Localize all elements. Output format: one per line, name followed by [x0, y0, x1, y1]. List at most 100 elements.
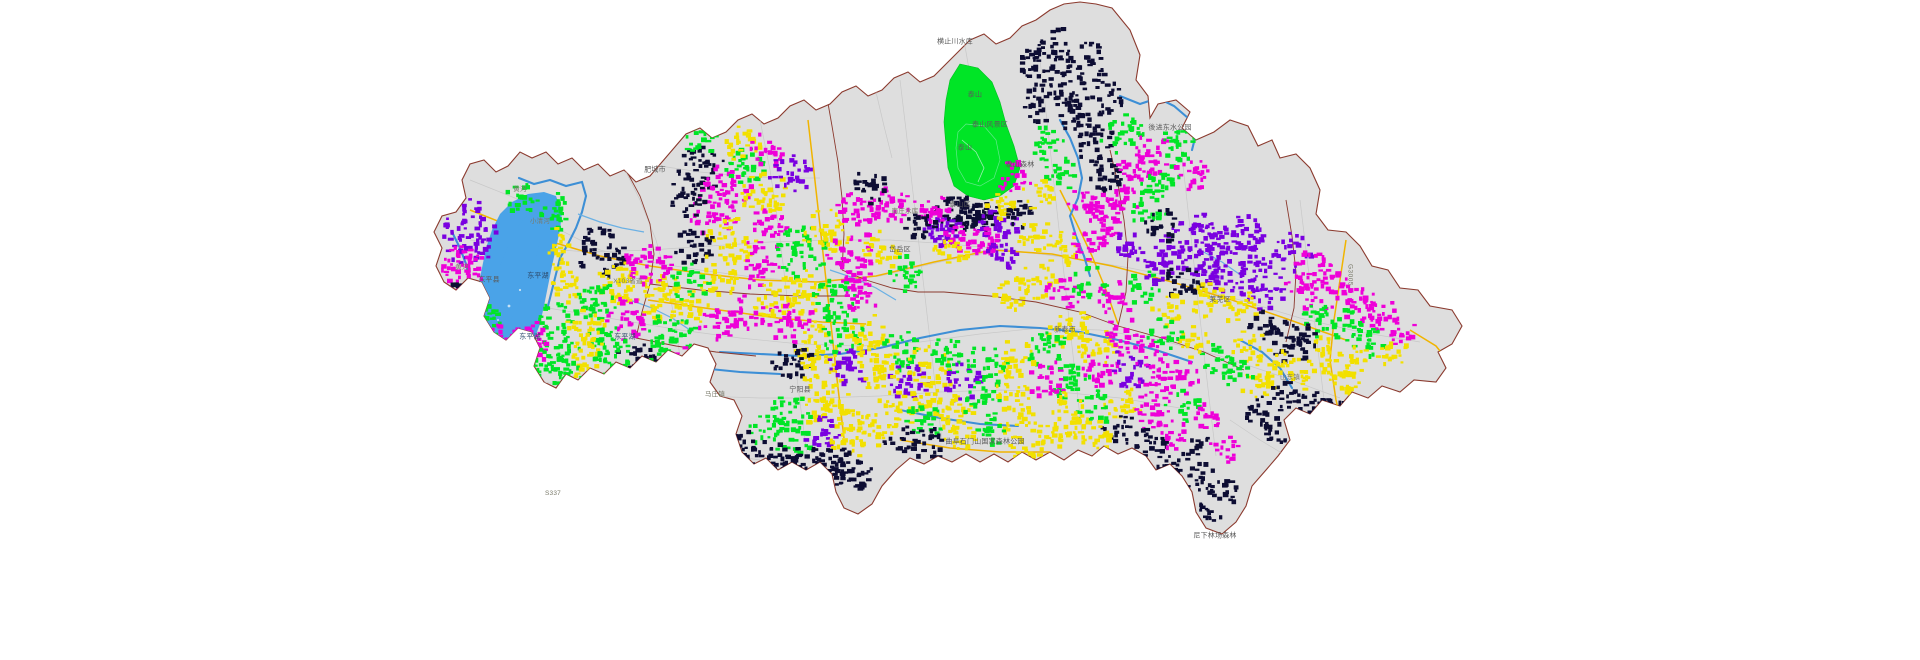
map-point-category-magenta[interactable]: [1098, 382, 1105, 388]
map-point-category-green[interactable]: [595, 337, 600, 343]
map-point-category-magenta[interactable]: [631, 267, 637, 272]
map-point-category-purple[interactable]: [1010, 247, 1014, 251]
map-point-category-magenta[interactable]: [987, 242, 992, 247]
map-point-category-magenta[interactable]: [705, 221, 710, 225]
map-point-category-green[interactable]: [556, 199, 560, 202]
map-point-category-navy[interactable]: [1317, 401, 1321, 405]
map-point-category-purple[interactable]: [1262, 275, 1268, 279]
map-point-category-purple[interactable]: [786, 181, 790, 185]
map-point-category-green[interactable]: [1051, 174, 1055, 178]
map-point-category-yellow[interactable]: [867, 321, 872, 326]
map-point-category-purple[interactable]: [1166, 245, 1172, 249]
map-point-category-yellow[interactable]: [600, 274, 606, 278]
map-point-category-purple[interactable]: [1241, 246, 1247, 251]
map-point-category-green[interactable]: [479, 332, 486, 336]
map-point-category-green[interactable]: [674, 281, 680, 287]
map-point-category-purple[interactable]: [841, 381, 847, 387]
map-point-category-yellow[interactable]: [1359, 368, 1364, 372]
map-point-category-navy[interactable]: [701, 153, 705, 158]
map-point-category-yellow[interactable]: [1241, 309, 1247, 314]
map-point-category-yellow[interactable]: [1272, 360, 1277, 365]
map-point-category-magenta[interactable]: [661, 274, 666, 279]
map-point-category-magenta[interactable]: [499, 346, 503, 351]
map-point-category-yellow[interactable]: [1237, 338, 1244, 342]
map-point-category-magenta[interactable]: [764, 148, 767, 154]
map-point-category-navy[interactable]: [921, 449, 927, 453]
map-point-category-green[interactable]: [1054, 335, 1060, 340]
map-point-category-magenta[interactable]: [1100, 217, 1105, 220]
map-point-category-yellow[interactable]: [946, 254, 952, 259]
map-point-category-magenta[interactable]: [1215, 448, 1220, 452]
map-point-category-magenta[interactable]: [715, 164, 720, 169]
map-point-category-navy[interactable]: [1203, 515, 1209, 519]
map-point-category-purple[interactable]: [480, 240, 485, 244]
map-point-category-magenta[interactable]: [1301, 281, 1305, 285]
map-point-category-magenta[interactable]: [619, 301, 626, 306]
map-point-category-green[interactable]: [1051, 343, 1056, 348]
map-point-category-purple[interactable]: [1205, 279, 1209, 284]
map-point-category-green[interactable]: [1003, 361, 1010, 365]
map-point-category-yellow[interactable]: [1068, 317, 1073, 322]
map-point-category-green[interactable]: [687, 330, 692, 335]
map-point-category-green[interactable]: [754, 440, 758, 446]
map-point-category-yellow[interactable]: [1306, 359, 1312, 363]
map-point-category-green[interactable]: [790, 245, 797, 250]
map-point-category-magenta[interactable]: [627, 321, 632, 324]
map-point-category-navy[interactable]: [914, 439, 921, 444]
map-point-category-green[interactable]: [995, 379, 1001, 385]
map-point-category-navy[interactable]: [505, 344, 511, 349]
map-point-category-magenta[interactable]: [1392, 317, 1398, 323]
map-point-category-green[interactable]: [741, 173, 745, 178]
map-point-category-green[interactable]: [474, 332, 479, 337]
map-point-category-green[interactable]: [957, 352, 962, 358]
map-point-category-yellow[interactable]: [798, 296, 804, 299]
map-point-category-magenta[interactable]: [731, 200, 738, 204]
map-point-category-magenta[interactable]: [469, 279, 474, 284]
map-point-category-magenta[interactable]: [847, 286, 852, 290]
map-point-category-magenta[interactable]: [847, 278, 851, 283]
map-point-category-magenta[interactable]: [957, 249, 963, 253]
map-point-category-yellow[interactable]: [1275, 362, 1281, 367]
map-point-category-navy[interactable]: [1287, 354, 1294, 357]
map-point-category-purple[interactable]: [841, 356, 846, 361]
map-point-category-purple[interactable]: [1261, 288, 1268, 291]
map-point-category-magenta[interactable]: [786, 313, 791, 317]
map-point-category-yellow[interactable]: [875, 340, 880, 344]
map-point-category-magenta[interactable]: [1154, 403, 1157, 406]
map-point-category-green[interactable]: [1185, 420, 1189, 423]
map-point-category-purple[interactable]: [444, 222, 450, 226]
map-point-category-yellow[interactable]: [712, 269, 717, 274]
map-point-category-yellow[interactable]: [1272, 365, 1278, 371]
map-point-category-magenta[interactable]: [947, 207, 952, 211]
map-point-category-magenta[interactable]: [933, 210, 939, 214]
map-point-category-magenta[interactable]: [1202, 402, 1207, 407]
map-point-category-purple[interactable]: [829, 424, 835, 428]
map-point-category-green[interactable]: [992, 412, 998, 415]
map-point-category-navy[interactable]: [708, 253, 714, 257]
map-point-category-purple[interactable]: [1121, 363, 1126, 366]
map-point-category-green[interactable]: [843, 287, 850, 292]
map-point-category-navy[interactable]: [1276, 438, 1281, 442]
map-point-category-navy[interactable]: [1075, 106, 1082, 110]
map-point-category-yellow[interactable]: [921, 363, 926, 367]
map-point-category-yellow[interactable]: [1383, 362, 1387, 367]
map-point-category-green[interactable]: [1186, 401, 1192, 405]
map-point-category-navy[interactable]: [693, 187, 698, 191]
map-point-category-yellow[interactable]: [817, 288, 821, 292]
map-point-category-green[interactable]: [1046, 141, 1053, 145]
map-point-category-navy[interactable]: [912, 219, 917, 224]
map-point-category-green[interactable]: [596, 285, 601, 290]
map-point-category-navy[interactable]: [445, 315, 452, 320]
map-point-category-navy[interactable]: [502, 358, 508, 361]
map-point-category-purple[interactable]: [1267, 265, 1273, 269]
map-point-category-purple[interactable]: [1240, 292, 1246, 297]
map-point-category-navy[interactable]: [1271, 386, 1276, 390]
map-point-category-green[interactable]: [1059, 172, 1066, 177]
map-point-category-yellow[interactable]: [800, 361, 806, 365]
map-point-category-yellow[interactable]: [859, 439, 863, 442]
map-point-category-yellow[interactable]: [573, 278, 578, 283]
map-point-category-green[interactable]: [1055, 180, 1062, 186]
map-point-category-magenta[interactable]: [1193, 416, 1198, 421]
map-point-category-green[interactable]: [1074, 379, 1078, 383]
map-point-category-magenta[interactable]: [464, 263, 471, 269]
